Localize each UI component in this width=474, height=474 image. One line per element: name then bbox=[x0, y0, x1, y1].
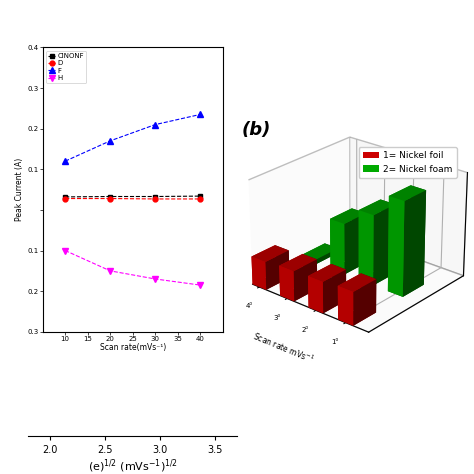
H bbox=[62, 248, 68, 254]
F bbox=[197, 111, 203, 117]
Line: H: H bbox=[63, 248, 203, 288]
D bbox=[197, 196, 203, 202]
D bbox=[62, 196, 68, 201]
Y-axis label: Peak Current (A): Peak Current (A) bbox=[16, 158, 25, 221]
F bbox=[62, 158, 68, 164]
H bbox=[197, 282, 203, 288]
F bbox=[153, 122, 158, 128]
H bbox=[107, 268, 113, 273]
H bbox=[153, 276, 158, 282]
X-axis label: Scan rate mVs$^{-1}$: Scan rate mVs$^{-1}$ bbox=[250, 329, 315, 365]
Text: (b): (b) bbox=[242, 121, 271, 139]
Legend: CINONF, D, F, H: CINONF, D, F, H bbox=[46, 51, 86, 83]
CINONF bbox=[62, 194, 68, 200]
D bbox=[153, 196, 158, 202]
Line: F: F bbox=[63, 112, 203, 164]
Line: D: D bbox=[63, 196, 203, 201]
X-axis label: (e)$^{1/2}$ (mVs$^{-1}$)$^{1/2}$: (e)$^{1/2}$ (mVs$^{-1}$)$^{1/2}$ bbox=[88, 458, 178, 474]
D bbox=[107, 196, 113, 201]
F bbox=[107, 138, 113, 144]
CINONF bbox=[107, 194, 113, 200]
CINONF bbox=[197, 193, 203, 199]
X-axis label: Scan rate(mVs⁻¹): Scan rate(mVs⁻¹) bbox=[100, 343, 166, 352]
Line: CINONF: CINONF bbox=[63, 194, 203, 200]
Legend: 1= Nickel foil, 2= Nickel foam: 1= Nickel foil, 2= Nickel foam bbox=[358, 147, 457, 178]
CINONF bbox=[153, 194, 158, 200]
